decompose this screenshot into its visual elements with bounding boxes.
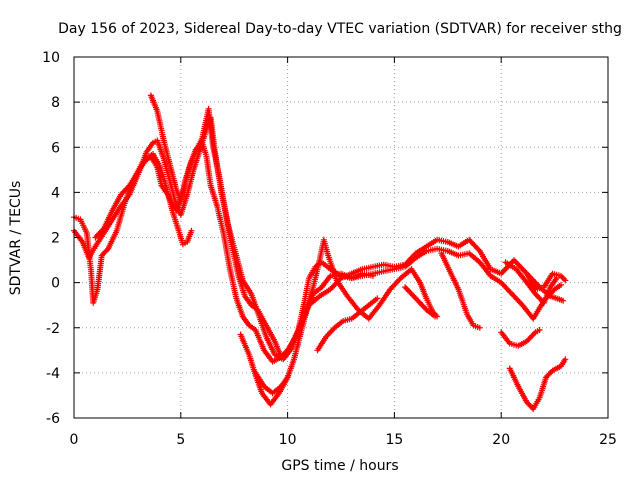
- y-tick-label: 6: [51, 140, 60, 156]
- y-tick-label: -4: [46, 366, 60, 382]
- series-markers: [402, 284, 438, 320]
- series-markers: [506, 356, 569, 412]
- y-tick-label: 8: [51, 95, 60, 111]
- x-tick-label: 10: [279, 432, 297, 448]
- series-markers: [71, 114, 567, 363]
- series-markers: [71, 139, 564, 365]
- series-layer: [71, 92, 569, 412]
- series-markers: [252, 369, 291, 397]
- series-track-7: [314, 295, 381, 354]
- series-track-5: [237, 270, 376, 408]
- y-tick-label: 10: [42, 50, 60, 66]
- series-markers: [237, 270, 376, 408]
- chart-title: Day 156 of 2023, Sidereal Day-to-day VTE…: [58, 21, 622, 37]
- series-track-6: [252, 369, 291, 397]
- series-markers: [147, 92, 441, 361]
- series-track-13: [502, 259, 560, 306]
- series-markers: [314, 295, 381, 354]
- x-tick-label: 25: [599, 432, 617, 448]
- series-markers: [498, 327, 543, 349]
- series-track-8: [402, 284, 438, 320]
- series-track-11: [506, 356, 569, 412]
- series-track-2: [71, 114, 567, 363]
- series-track-4: [92, 151, 195, 248]
- series-track-9: [438, 250, 483, 331]
- x-tick-label: 15: [385, 432, 403, 448]
- series-track-3: [147, 92, 441, 361]
- series-markers: [92, 151, 195, 248]
- series-track-1: [71, 139, 564, 365]
- series-track-10: [498, 327, 543, 349]
- x-axis-label: GPS time / hours: [281, 458, 398, 474]
- series-markers: [438, 250, 483, 331]
- series-line: [72, 141, 563, 363]
- y-tick-label: 2: [51, 231, 60, 247]
- x-tick-label: 0: [70, 432, 79, 448]
- y-axis-label: SDTVAR / TECUs: [8, 181, 24, 296]
- series-track-12: [523, 270, 569, 293]
- series-markers: [502, 259, 560, 306]
- y-tick-label: -6: [46, 411, 60, 427]
- tick-layer: 0 5 10 15 20 25 -6 -4 -2 0 2 4 6 8 10: [42, 50, 617, 448]
- x-tick-label: 5: [176, 432, 185, 448]
- grid-layer: [74, 57, 608, 418]
- series-markers: [523, 270, 569, 293]
- y-tick-label: 4: [51, 185, 60, 201]
- y-tick-label: 0: [51, 276, 60, 292]
- y-tick-label: -2: [46, 321, 60, 337]
- x-tick-label: 20: [492, 432, 510, 448]
